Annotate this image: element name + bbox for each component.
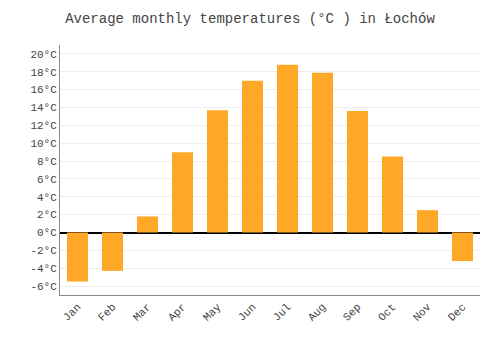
svg-text:20°C: 20°C (30, 49, 57, 61)
svg-text:-4°C: -4°C (30, 263, 57, 275)
svg-text:8°C: 8°C (37, 156, 57, 168)
svg-text:Feb: Feb (96, 301, 118, 323)
svg-text:16°C: 16°C (30, 84, 57, 96)
svg-text:12°C: 12°C (30, 120, 57, 132)
svg-text:May: May (201, 301, 224, 324)
svg-text:18°C: 18°C (30, 67, 57, 79)
svg-text:Mar: Mar (131, 301, 153, 323)
svg-text:-6°C: -6°C (30, 281, 57, 293)
svg-text:2°C: 2°C (37, 209, 57, 221)
svg-text:-2°C: -2°C (30, 245, 57, 257)
svg-text:Aug: Aug (306, 301, 328, 323)
svg-text:10°C: 10°C (30, 138, 57, 150)
svg-text:Apr: Apr (166, 301, 188, 323)
svg-text:Average monthly temperatures (: Average monthly temperatures (°C ) in Ło… (65, 11, 435, 27)
svg-text:Jan: Jan (61, 301, 83, 323)
svg-text:4°C: 4°C (37, 192, 57, 204)
svg-text:0°C: 0°C (37, 227, 57, 239)
svg-text:Sep: Sep (341, 301, 363, 323)
svg-text:Dec: Dec (446, 301, 468, 323)
svg-text:Jun: Jun (236, 301, 258, 323)
svg-text:Jul: Jul (271, 301, 293, 323)
svg-text:Nov: Nov (411, 301, 434, 324)
svg-text:14°C: 14°C (30, 102, 57, 114)
svg-text:Oct: Oct (376, 301, 398, 323)
svg-text:6°C: 6°C (37, 174, 57, 186)
